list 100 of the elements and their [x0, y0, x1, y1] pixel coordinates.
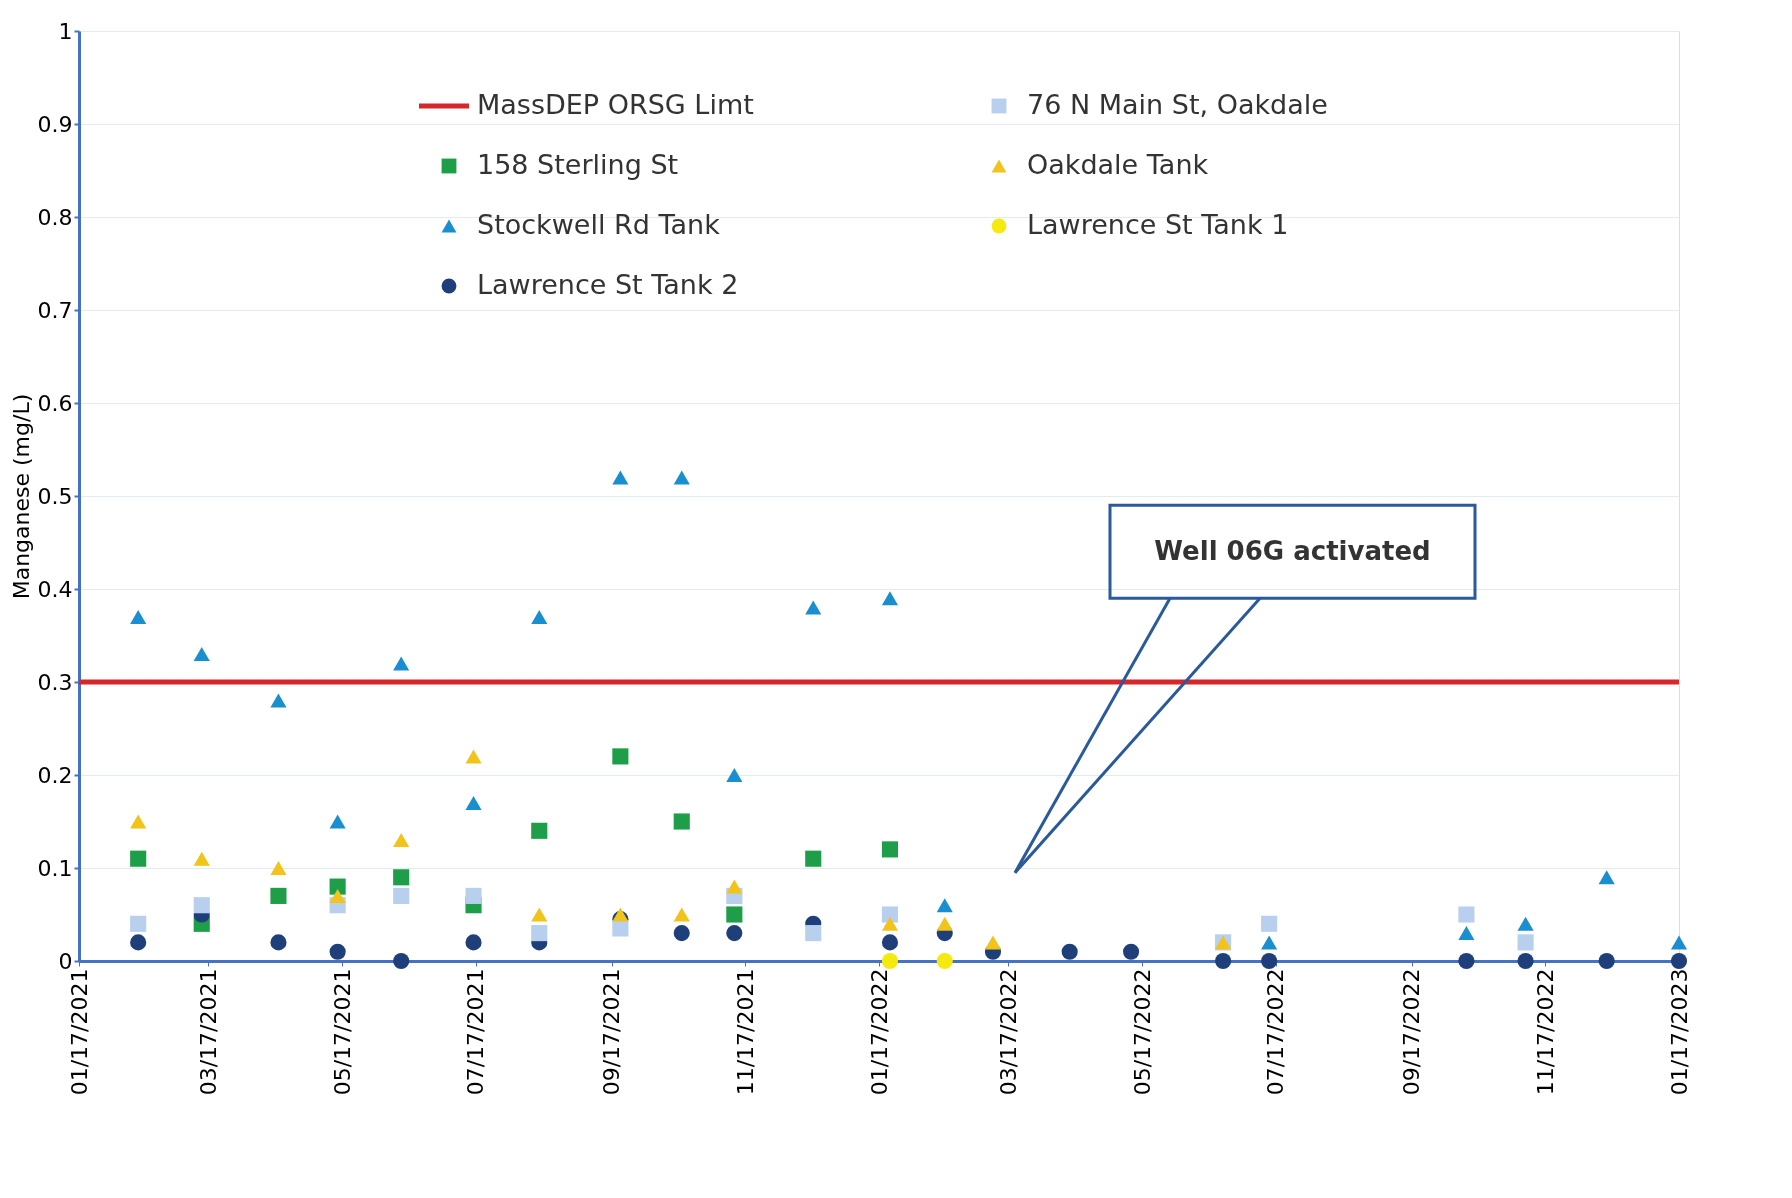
- point: [1517, 916, 1534, 931]
- point: [612, 920, 629, 937]
- x-tick-label: 11/17/2021: [732, 968, 758, 1096]
- point: [673, 813, 690, 830]
- legend-label: 76 N Main St, Oakdale: [1027, 89, 1328, 120]
- point: [270, 934, 287, 951]
- point: [881, 952, 899, 970]
- point: [193, 851, 210, 866]
- point: [329, 888, 346, 903]
- point: [673, 907, 690, 922]
- point: [936, 952, 953, 970]
- point: [531, 925, 548, 942]
- y-tick-label: 0.4: [37, 576, 73, 602]
- point: [1061, 943, 1078, 960]
- point: [881, 906, 899, 923]
- point: [393, 869, 410, 886]
- point: [1598, 870, 1615, 885]
- x-tick-label: 09/17/2022: [1399, 968, 1425, 1096]
- x-tick-label: 07/17/2021: [463, 968, 489, 1096]
- point: [465, 795, 482, 810]
- point: [805, 850, 822, 867]
- point: [130, 814, 147, 829]
- y-tick-label: 0.9: [37, 111, 73, 137]
- point: [612, 748, 629, 765]
- point: [329, 943, 346, 960]
- point: [130, 850, 147, 867]
- point: [270, 887, 287, 904]
- point: [1261, 935, 1278, 950]
- legend-label: Oakdale Tank: [1027, 149, 1209, 180]
- point: [726, 768, 743, 782]
- x-tick-label: 05/17/2021: [329, 968, 355, 1096]
- point: [984, 935, 1002, 950]
- point: [465, 749, 482, 764]
- point: [1670, 935, 1688, 950]
- point: [936, 898, 953, 913]
- legend-label: Stockwell Rd Tank: [477, 209, 721, 240]
- point: [531, 822, 548, 839]
- point: [881, 934, 899, 951]
- point: [612, 907, 629, 922]
- point: [726, 925, 743, 942]
- legend-label: MassDEP ORSG Limt: [477, 89, 754, 120]
- x-tick-label: 11/17/2022: [1532, 968, 1558, 1096]
- point: [393, 656, 410, 671]
- point: [881, 591, 899, 606]
- x-tick-label: 09/17/2021: [599, 968, 625, 1096]
- point: [881, 916, 899, 931]
- point: [270, 861, 287, 875]
- point: [1517, 952, 1534, 970]
- x-tick-label: 03/17/2021: [195, 968, 221, 1096]
- point: [805, 925, 822, 942]
- point: [130, 934, 147, 951]
- point: [726, 906, 743, 923]
- y-axis-title: Manganese (mg/L): [8, 393, 34, 600]
- point: [1122, 943, 1140, 960]
- point: [531, 907, 548, 922]
- x-tick-label: 07/17/2022: [1263, 968, 1289, 1096]
- point: [1598, 952, 1615, 970]
- y-tick-label: 0.7: [37, 297, 73, 323]
- point: [465, 887, 482, 904]
- legend-label: Lawrence St Tank 1: [1027, 209, 1289, 240]
- point: [1261, 915, 1278, 932]
- point: [393, 887, 410, 904]
- point: [1215, 952, 1232, 970]
- y-tick-label: 0.3: [37, 669, 73, 695]
- point: [130, 915, 147, 932]
- point: [1458, 906, 1475, 923]
- point: [726, 879, 743, 894]
- point: [270, 693, 287, 708]
- point: [936, 916, 953, 931]
- point: [1517, 934, 1534, 951]
- point: [1458, 926, 1475, 941]
- point: [329, 814, 346, 829]
- point: [1261, 952, 1278, 970]
- point: [393, 952, 410, 970]
- point: [805, 600, 822, 615]
- point: [881, 841, 899, 858]
- point: [612, 470, 629, 485]
- point: [130, 609, 147, 624]
- point: [1670, 952, 1688, 970]
- legend-label: Lawrence St Tank 2: [477, 269, 739, 300]
- x-tick-label: 05/17/2022: [1129, 968, 1155, 1096]
- point: [531, 609, 548, 624]
- point: [393, 833, 410, 848]
- point: [193, 897, 210, 914]
- point: [329, 878, 346, 895]
- point: [465, 934, 482, 951]
- y-tick-label: 0.6: [37, 390, 73, 416]
- point: [673, 470, 690, 485]
- y-tick-label: 0.1: [37, 855, 73, 881]
- point: [193, 647, 210, 662]
- y-tick-label: 0.2: [37, 762, 73, 788]
- x-tick-label: 01/17/2022: [866, 968, 892, 1096]
- x-tick-label: 03/17/2022: [995, 968, 1021, 1096]
- legend-label: 158 Sterling St: [477, 149, 679, 180]
- x-tick-label: 01/17/2023: [1666, 968, 1692, 1096]
- y-tick-label: 0.8: [37, 204, 73, 230]
- point: [673, 925, 690, 942]
- y-tick-label: 0.5: [37, 483, 73, 509]
- annotation: Well 06G activated: [1154, 535, 1431, 566]
- point: [1458, 952, 1475, 970]
